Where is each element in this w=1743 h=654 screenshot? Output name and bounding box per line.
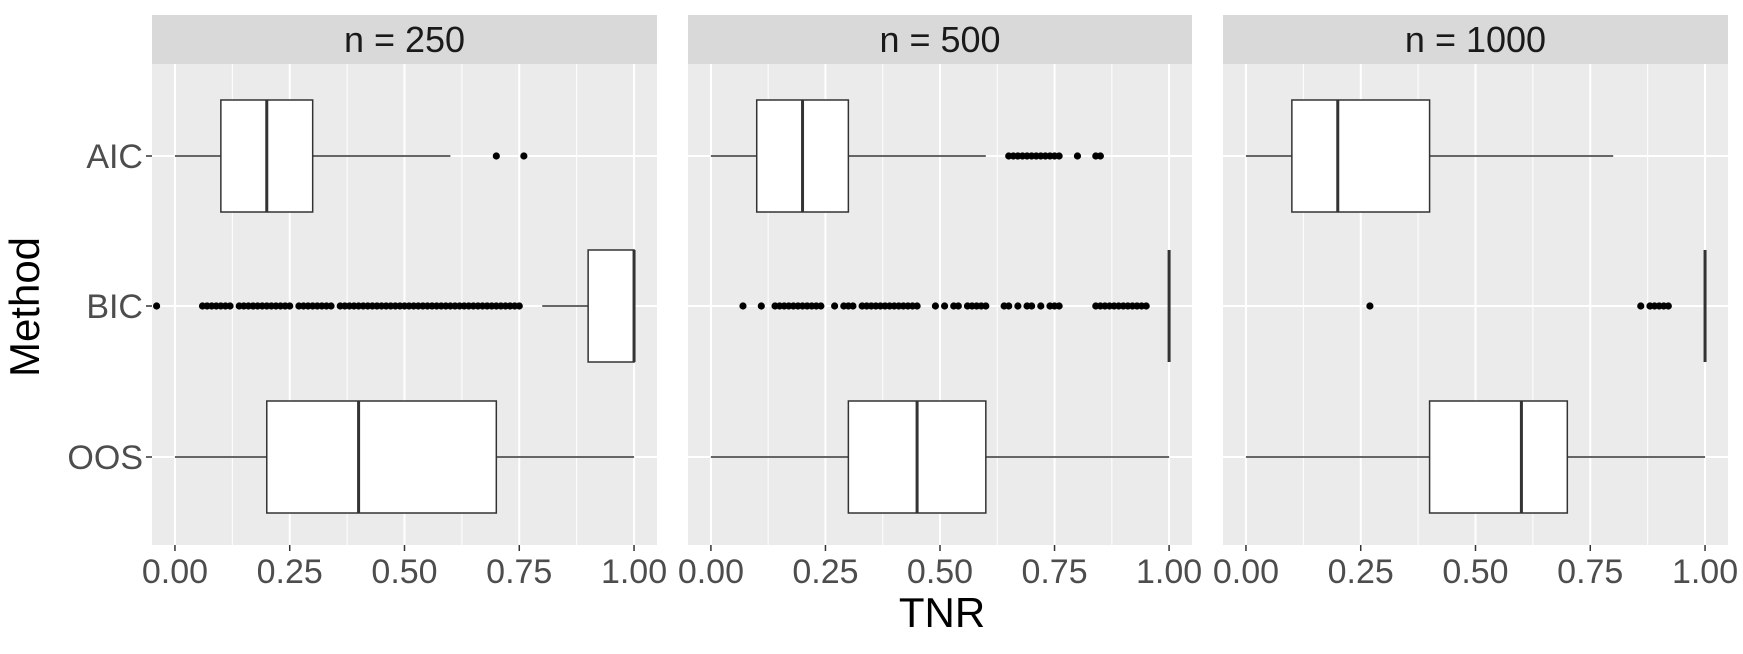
outlier-point	[1664, 302, 1672, 310]
box-body	[266, 400, 498, 514]
box-oos	[710, 400, 1170, 514]
box-bic	[1366, 250, 1707, 362]
box-aic	[710, 99, 1104, 213]
outlier-point	[286, 302, 294, 310]
x-tick-label: 1.00	[601, 553, 667, 591]
outlier-point	[327, 302, 335, 310]
outlier-point	[940, 302, 949, 310]
box-body	[1291, 99, 1431, 213]
facet-strip	[688, 15, 1192, 64]
facet-panel: n = 250 0.00 0.25 0.50 0.75 1.00	[142, 15, 667, 591]
outlier-point	[931, 302, 940, 310]
outlier-point	[492, 152, 500, 160]
x-tick-label: 0.75	[1557, 553, 1623, 591]
outlier-point	[1142, 302, 1150, 310]
outlier-point	[1637, 302, 1645, 310]
box-oos	[1245, 400, 1706, 514]
outlier-point	[757, 302, 765, 310]
box-aic	[174, 99, 528, 213]
outlier-point	[152, 302, 161, 310]
x-tick-label: 1.00	[1672, 553, 1738, 591]
box-bic	[152, 249, 636, 363]
outlier-point	[1005, 302, 1013, 310]
x-tick-label: 0.50	[371, 553, 437, 591]
x-tick-label: 1.00	[1136, 553, 1202, 591]
outlier-point	[1037, 302, 1045, 310]
x-tick-label: 0.50	[907, 553, 973, 591]
x-tick-label: 0.25	[257, 553, 323, 591]
y-tick-label: AIC	[86, 138, 143, 176]
outlier-point	[954, 302, 962, 310]
outlier-point	[817, 302, 825, 310]
box-body	[587, 249, 635, 363]
outlier-point	[849, 302, 857, 310]
outlier-point	[520, 152, 528, 160]
outlier-point	[1096, 152, 1104, 160]
y-axis: AIC BIC OOS	[67, 138, 152, 477]
outlier-point	[1073, 152, 1082, 160]
x-tick-label: 0.25	[1328, 553, 1394, 591]
outlier-point	[1055, 152, 1063, 160]
facet-strip	[1223, 15, 1728, 64]
x-tick-label: 0.00	[142, 553, 208, 591]
x-tick-label: 0.75	[1021, 553, 1087, 591]
y-tick-label: OOS	[67, 439, 143, 477]
outlier-point	[982, 302, 990, 310]
x-tick-label: 0.00	[678, 553, 744, 591]
outlier-point	[831, 302, 839, 310]
outlier-point	[1366, 302, 1374, 310]
outlier-point	[913, 302, 921, 310]
outlier-point	[226, 302, 234, 310]
y-axis-title: Method	[1, 237, 48, 377]
outlier-point	[1055, 302, 1063, 310]
facet-strip-label: n = 250	[344, 19, 465, 60]
outlier-point	[515, 302, 523, 310]
outlier-point	[1028, 302, 1036, 310]
facet-strip-label: n = 1000	[1405, 19, 1546, 60]
y-tick-label: BIC	[86, 288, 143, 326]
box-aic	[1245, 99, 1614, 213]
outlier-point	[739, 302, 747, 310]
facet-panels: n = 250 0.00 0.25 0.50 0.75 1.00 n = 500 0.00 0.…	[142, 15, 1738, 591]
box-oos	[174, 400, 635, 514]
box-bic	[739, 250, 1171, 362]
facet-panel: n = 1000 0.00 0.25 0.50 0.75 1.00	[1213, 15, 1738, 591]
box-body	[1428, 400, 1569, 514]
x-axis-title: TNR	[899, 589, 985, 636]
x-tick-label: 0.75	[486, 553, 552, 591]
facet-panel: n = 500 0.00 0.25 0.50 0.75 1.00	[678, 15, 1202, 591]
outlier-point	[1014, 302, 1022, 310]
facet-strip-label: n = 500	[879, 19, 1000, 60]
x-tick-label: 0.00	[1213, 553, 1279, 591]
x-tick-label: 0.50	[1442, 553, 1508, 591]
facet-strip	[152, 15, 657, 64]
x-tick-label: 0.25	[792, 553, 858, 591]
